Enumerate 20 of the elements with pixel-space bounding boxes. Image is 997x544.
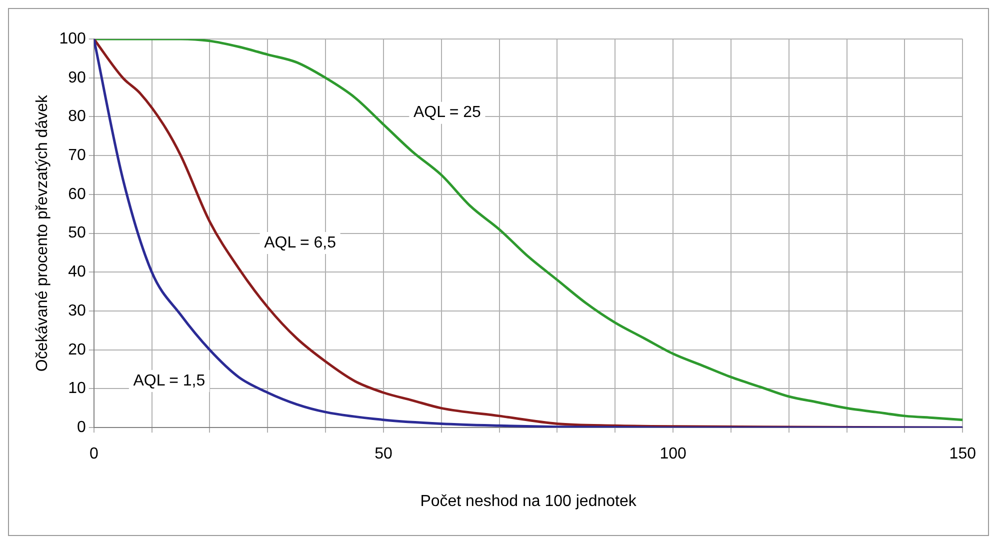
y-tick-label: 40 <box>68 264 86 281</box>
y-tick-label: 0 <box>76 419 86 436</box>
y-tick-label: 100 <box>59 30 86 48</box>
series-label: AQL = 1,5 <box>133 372 206 390</box>
x-tick-label: 50 <box>374 446 392 463</box>
y-tick-label: 70 <box>68 146 86 164</box>
y-tick-label: 50 <box>68 224 86 242</box>
y-tick-label: 60 <box>68 186 86 203</box>
y-tick-label: 30 <box>68 302 86 320</box>
y-axis-title: Očekávané procento převzatých dávek <box>34 94 52 372</box>
series-label: AQL = 25 <box>413 104 482 122</box>
y-tick-label: 90 <box>68 69 86 86</box>
y-tick-label: 20 <box>68 341 86 358</box>
x-tick-label: 150 <box>949 446 976 463</box>
x-tick-label: 100 <box>660 446 687 463</box>
x-tick-label: 0 <box>89 446 98 463</box>
y-tick-label: 80 <box>68 108 86 126</box>
y-tick-label: 10 <box>68 380 86 398</box>
x-axis-title: Počet neshod na 100 jednotek <box>420 492 638 510</box>
series-label: AQL = 6,5 <box>264 234 336 252</box>
